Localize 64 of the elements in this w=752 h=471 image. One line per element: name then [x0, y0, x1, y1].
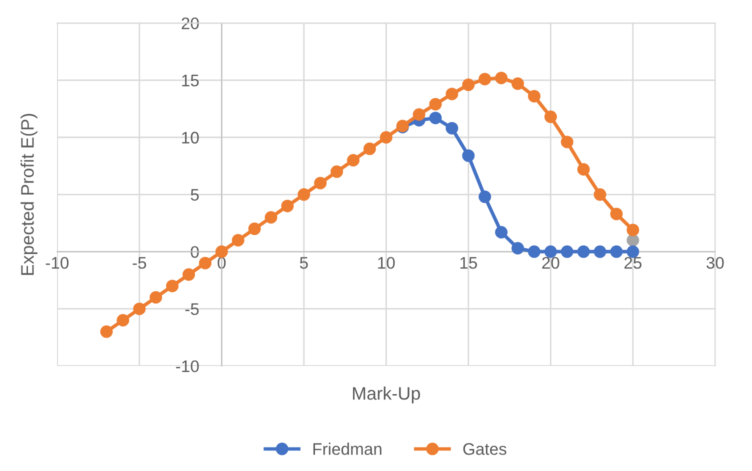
point	[560, 245, 574, 258]
y-tick-label: 0	[190, 246, 199, 258]
point	[166, 280, 179, 292]
point	[577, 163, 590, 176]
point	[594, 188, 606, 201]
point	[610, 208, 623, 220]
point	[544, 110, 557, 124]
point	[626, 234, 640, 246]
point	[610, 245, 623, 258]
point	[512, 242, 524, 254]
x-tick-label: 30	[706, 256, 724, 269]
point	[429, 98, 442, 110]
x-tick-label: -10	[46, 256, 69, 269]
y-tick-label: -10	[176, 360, 199, 372]
y-tick-label: 15	[182, 74, 199, 86]
point	[347, 154, 360, 166]
point	[133, 302, 146, 316]
point	[380, 131, 392, 144]
point	[429, 112, 442, 124]
point	[330, 165, 344, 178]
point	[215, 245, 228, 258]
point	[594, 245, 606, 258]
point	[116, 314, 130, 326]
point	[495, 72, 508, 84]
point	[528, 245, 540, 258]
point	[363, 142, 376, 156]
point	[544, 245, 557, 258]
point	[100, 325, 113, 338]
x-tick-label: 5	[300, 257, 308, 269]
point	[462, 149, 475, 162]
point	[150, 291, 162, 304]
point	[528, 90, 540, 102]
point	[198, 256, 212, 270]
y-tick-label: -5	[185, 303, 199, 316]
point	[577, 245, 590, 258]
x-tick-label: -5	[132, 257, 146, 269]
point	[281, 200, 294, 212]
x-tick-label: 25	[624, 256, 642, 269]
y-tick-label: 5	[190, 189, 199, 201]
point	[182, 268, 195, 281]
point	[248, 222, 261, 236]
x-tick-label: 10	[378, 256, 395, 269]
x-axis-title: Mark-Up	[353, 386, 420, 404]
point	[446, 122, 458, 134]
x-tick-label: 20	[542, 256, 560, 269]
point	[298, 188, 310, 201]
point	[314, 176, 327, 190]
point	[512, 77, 524, 90]
x-tick-label: 15	[460, 257, 477, 269]
y-axis-title: Expected Profit E(P)	[20, 114, 38, 275]
y-tick-label: 10	[182, 132, 199, 144]
point	[264, 211, 278, 224]
point	[446, 88, 458, 100]
point	[478, 72, 492, 86]
point	[560, 136, 574, 148]
point	[626, 245, 640, 258]
point	[478, 190, 492, 204]
point	[232, 234, 244, 246]
point	[495, 226, 508, 238]
point	[462, 78, 475, 92]
point	[626, 224, 640, 236]
point	[412, 108, 426, 121]
legend-label: Gates	[463, 443, 506, 455]
legend-label: Friedman	[313, 442, 382, 455]
